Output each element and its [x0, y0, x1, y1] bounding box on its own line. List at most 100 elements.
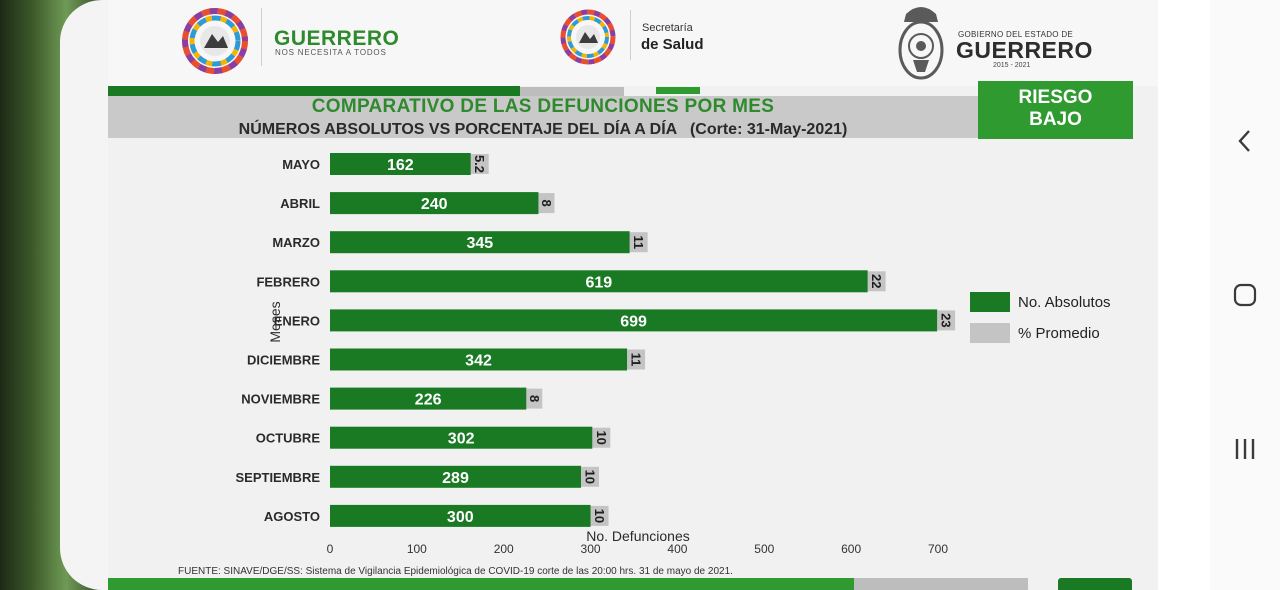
home-button[interactable] [1228, 278, 1262, 312]
legend-swatch-absolutos [970, 292, 1010, 312]
header-divider [630, 10, 631, 60]
legend-label: % Promedio [1018, 324, 1100, 342]
bar-percent-label: 11 [629, 353, 644, 367]
bar-percent-label: 8 [539, 199, 554, 206]
salud-label: de Salud [641, 36, 704, 53]
x-tick-label: 0 [327, 542, 334, 556]
bar-value-label: 300 [447, 509, 474, 526]
decor-stripe [1058, 578, 1132, 590]
gobierno-title: GUERRERO [956, 37, 1093, 63]
bar-value-label: 226 [415, 392, 442, 409]
bar-value-label: 302 [448, 431, 475, 448]
bar-absolutos [330, 192, 539, 215]
legend-label: No. Absolutos [1018, 293, 1111, 311]
header: GUERRERO NOS NECESITA A TODOS Secretaría… [108, 0, 1158, 86]
category-label: OCTUBRE [256, 431, 321, 446]
bar-promedio [581, 466, 600, 487]
secretaria-label: Secretaría [642, 22, 693, 34]
recents-icon [1235, 439, 1255, 459]
bar-promedio [627, 349, 646, 370]
bar-value-label: 619 [585, 274, 612, 291]
bar-percent-label: 11 [631, 235, 646, 249]
bar-chart: MAYO 162 5.2 ABRIL 240 8 MARZO 345 11 FEBRERO 619 2… [235, 153, 956, 556]
chevron-left-icon [1238, 130, 1250, 152]
category-label: ABRIL [280, 196, 320, 211]
bar-absolutos [330, 465, 582, 488]
bar-value-label: 162 [387, 157, 414, 174]
bar-percent-label: 10 [583, 470, 598, 484]
bar-value-label: 699 [620, 313, 647, 330]
title-band [108, 96, 978, 138]
gobierno-label: GOBIERNO DEL ESTADO DE [958, 30, 1074, 39]
recents-button[interactable] [1228, 432, 1262, 466]
decor-stripe [656, 87, 700, 94]
y-axis-title: Meses [267, 301, 283, 342]
gobierno-years: 2015 - 2021 [993, 62, 1031, 69]
bar-value-label: 342 [465, 353, 492, 370]
x-tick-label: 400 [667, 542, 687, 556]
bar-percent-label: 5.2 [472, 155, 487, 173]
bar-absolutos [330, 504, 591, 527]
risk-badge-line1: RIESGO [1018, 87, 1093, 108]
bar-value-label: 289 [442, 470, 469, 487]
x-tick-label: 600 [841, 542, 861, 556]
bar-absolutos [330, 387, 527, 410]
risk-badge: RIESGO BAJO [978, 81, 1133, 139]
category-label: ENERO [274, 313, 320, 328]
bar-value-label: 240 [421, 196, 448, 213]
source-note: FUENTE: SINAVE/DGE/SS: Sistema de Vigila… [178, 566, 733, 577]
bar-promedio [470, 154, 489, 174]
bar-absolutos [330, 348, 628, 371]
android-nav-bar [1210, 0, 1280, 590]
category-label: SEPTIEMBRE [235, 470, 320, 485]
bar-percent-label: 23 [939, 313, 954, 327]
category-label: NOVIEMBRE [241, 392, 320, 407]
category-label: MARZO [272, 235, 320, 250]
bar-promedio [538, 193, 555, 214]
x-tick-label: 100 [407, 542, 427, 556]
bar-promedio [629, 232, 648, 253]
screen-edge [1158, 0, 1210, 590]
bar-value-label: 345 [466, 235, 493, 252]
bar-absolutos [330, 153, 471, 175]
bar-percent-label: 10 [594, 430, 609, 444]
bar-percent-label: 22 [869, 274, 884, 288]
brand-title: GUERRERO [274, 27, 400, 50]
category-label: MAYO [282, 157, 320, 172]
bar-percent-label: 8 [527, 395, 542, 402]
bar-percent-label: 10 [592, 509, 607, 523]
x-tick-label: 700 [928, 542, 948, 556]
home-icon [1233, 283, 1257, 307]
decor-stripe [108, 86, 520, 96]
state-seal-icon [898, 7, 944, 80]
legend-item-promedio: % Promedio [970, 323, 1100, 343]
back-button[interactable] [1228, 124, 1262, 158]
chart-title: COMPARATIVO DE LAS DEFUNCIONES POR MES [311, 96, 775, 117]
decor-stripe [854, 578, 1028, 590]
x-axis-title: No. Defunciones [586, 528, 690, 544]
x-tick-label: 300 [581, 542, 601, 556]
decor-stripe [520, 87, 624, 96]
bar-absolutos [330, 231, 630, 254]
risk-badge-line2: BAJO [1029, 109, 1082, 130]
category-label: AGOSTO [264, 509, 320, 524]
bar-promedio [526, 388, 543, 409]
bar-absolutos [330, 270, 868, 293]
slide: GUERRERO NOS NECESITA A TODOS Secretaría… [108, 0, 1158, 590]
bar-promedio [937, 310, 956, 331]
bar-promedio [590, 505, 609, 526]
brand-subtitle: NOS NECESITA A TODOS [275, 48, 387, 57]
bar-promedio [867, 271, 886, 292]
legend-item-absolutos: No. Absolutos [970, 292, 1111, 312]
x-tick-label: 200 [494, 542, 514, 556]
decor-stripe [108, 578, 854, 590]
category-label: FEBRERO [256, 274, 320, 289]
bar-absolutos [330, 426, 593, 449]
category-label: DICIEMBRE [247, 353, 320, 368]
bar-absolutos [330, 309, 938, 332]
bar-promedio [592, 427, 611, 448]
chart-subtitle: NÚMEROS ABSOLUTOS VS PORCENTAJE DEL DÍA … [238, 121, 848, 138]
screen: GUERRERO NOS NECESITA A TODOS Secretaría… [60, 0, 1160, 590]
legend-swatch-promedio [970, 323, 1010, 343]
guerrero-logo-icon [182, 8, 248, 74]
